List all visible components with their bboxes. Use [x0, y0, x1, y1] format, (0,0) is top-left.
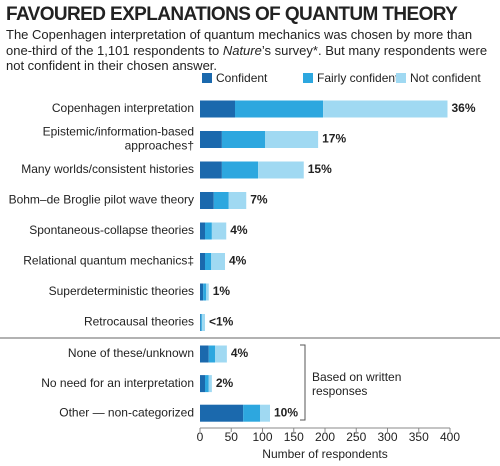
bar-segment [200, 253, 205, 270]
bar-segment [213, 192, 229, 209]
share-label: 7% [250, 193, 268, 207]
bar-segment [205, 253, 212, 270]
category-label: Retrocausal theories [84, 315, 194, 329]
bar-segment [208, 345, 215, 363]
share-label: <1% [209, 315, 234, 329]
bar-segment [201, 314, 205, 331]
bar-segment [200, 404, 244, 422]
bar-segment [200, 375, 205, 393]
share-label: 36% [452, 101, 476, 115]
bracket [300, 344, 306, 421]
bar-segment [265, 131, 319, 148]
share-label: 10% [274, 405, 298, 419]
bar-segment [200, 314, 201, 331]
bar-segment [235, 100, 324, 118]
subtitle-part: ’s survey*. But many respondents were no… [6, 42, 488, 74]
x-tick-label: 400 [440, 430, 460, 444]
bar-segment [228, 192, 247, 209]
bar-segment [323, 100, 448, 118]
category-label: No need for an interpretation [41, 376, 194, 390]
bar-segment [211, 253, 225, 270]
bar-segment [260, 404, 270, 422]
category-label: Bohm–de Broglie pilot wave theory [9, 193, 194, 207]
share-label: 17% [322, 132, 346, 146]
legend-swatch [396, 73, 406, 83]
annotation: Based on written [312, 370, 401, 384]
chart-subtitle: The Copenhagen interpretation of quantum… [6, 27, 492, 74]
subtitle-part: Nature [222, 42, 262, 58]
bar-segment [205, 375, 209, 393]
annotation: responses [312, 384, 367, 398]
x-tick-label: 50 [225, 430, 239, 444]
category-label: Superdeterministic theories [49, 284, 194, 298]
category-label: approaches† [125, 139, 194, 153]
subtitle-part: The Copenhagen interpretation of quantum… [6, 27, 473, 58]
x-tick-label: 350 [409, 430, 429, 444]
bar-segment [200, 161, 222, 179]
x-tick-label: 0 [197, 430, 204, 444]
bar-segment [205, 222, 212, 240]
legend-label: Fairly confident [317, 71, 399, 85]
category-label: None of these/unknown [68, 346, 194, 360]
bar-segment [208, 375, 212, 393]
legend-swatch [303, 73, 313, 83]
x-tick-label: 300 [377, 430, 397, 444]
share-label: 4% [229, 254, 247, 268]
chart-title: FAVOURED EXPLANATIONS OF QUANTUM THEORY [6, 4, 458, 25]
category-label: Other — non-categorized [59, 405, 194, 419]
bar-segment [258, 161, 304, 179]
x-tick-label: 150 [284, 430, 304, 444]
bar-segment [200, 131, 222, 148]
bar-segment [221, 131, 265, 148]
legend-label: Confident [216, 71, 268, 85]
bar-segment [200, 100, 235, 118]
bar-segment [200, 192, 214, 209]
share-label: 1% [213, 284, 231, 298]
x-axis-label: Number of respondents [262, 447, 387, 461]
bar-segment [215, 345, 227, 363]
category-label: Copenhagen interpretation [52, 101, 194, 115]
bar-segment [200, 222, 205, 240]
x-tick-label: 250 [346, 430, 366, 444]
bar-segment [206, 283, 209, 301]
legend-label: Not confident [410, 71, 481, 85]
category-label: Relational quantum mechanics‡ [23, 254, 194, 268]
category-label: Epistemic/information-based [43, 125, 194, 139]
bar-segment [221, 161, 259, 179]
category-label: Spontaneous-collapse theories [29, 223, 194, 237]
share-label: 15% [308, 162, 332, 176]
bar-segment [200, 345, 209, 363]
x-tick-label: 100 [252, 430, 272, 444]
bar-segment [203, 283, 207, 301]
share-label: 4% [231, 346, 249, 360]
share-label: 2% [216, 376, 234, 390]
bar-segment [200, 314, 202, 331]
x-tick-label: 200 [315, 430, 335, 444]
legend-swatch [202, 73, 212, 83]
bar-segment [243, 404, 260, 422]
category-label: Many worlds/consistent histories [21, 162, 194, 176]
bar-segment [211, 222, 227, 240]
share-label: 4% [230, 223, 248, 237]
bar-segment [200, 283, 204, 301]
